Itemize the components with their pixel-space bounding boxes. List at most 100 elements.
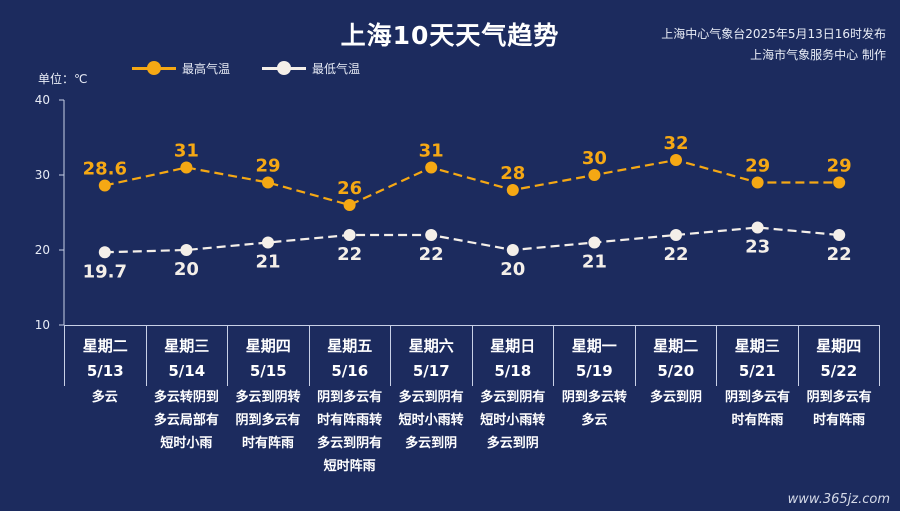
low-temp-data-label: 23 xyxy=(745,237,770,258)
weekday-label: 星期一 xyxy=(571,337,617,355)
high-temp-point xyxy=(588,169,601,181)
weather-description: 阴到多云转多云 xyxy=(561,390,627,428)
weekday-label: 星期三 xyxy=(734,337,780,355)
weekday-label: 星期四 xyxy=(816,337,862,355)
weather-description: 多云到阴有短时小雨转多云到阴 xyxy=(398,390,464,451)
day-column: 星期二 5/20 xyxy=(634,326,717,386)
low-temp-data-label: 22 xyxy=(337,244,362,265)
day-header-table: 星期二 5/13 星期三 5/14 星期四 5/15 星期五 5/16 星期六 5/17 星期日 5/… xyxy=(64,325,880,386)
y-tick-label: 10 xyxy=(35,318,50,330)
low-temp-point xyxy=(506,244,519,256)
low-temp-data-label: 19.7 xyxy=(83,261,127,282)
low-temp-line xyxy=(104,226,840,254)
low-temp-data-label: 20 xyxy=(500,259,525,280)
legend-low-swatch xyxy=(262,61,306,75)
publisher-line-2: 上海市气象服务中心 制作 xyxy=(750,48,886,62)
date-label: 5/22 xyxy=(820,362,858,380)
weekday-label: 星期五 xyxy=(327,337,373,355)
high-temp-point xyxy=(425,161,438,174)
date-label: 5/15 xyxy=(249,362,287,380)
date-label: 5/16 xyxy=(331,362,369,380)
weather-description: 多云转阴到多云局部有短时小雨 xyxy=(153,390,219,451)
weather-description: 多云到阴有短时小雨转多云到阴 xyxy=(480,390,546,451)
high-temp-data-label: 29 xyxy=(745,156,770,177)
high-temp-data-label: 31 xyxy=(419,141,444,162)
watermark: www.365jz.com xyxy=(787,492,890,507)
low-temp-point xyxy=(588,236,601,249)
low-temp-data-label: 21 xyxy=(582,252,607,273)
legend-low: 最低气温 xyxy=(262,59,360,77)
day-column: 星期六 5/17 xyxy=(390,326,472,386)
low-temp-data-label: 22 xyxy=(827,244,852,265)
high-temp-point xyxy=(506,184,519,196)
date-label: 5/21 xyxy=(738,362,776,380)
high-temp-line xyxy=(104,158,840,207)
high-temp-point xyxy=(833,176,846,189)
weekday-label: 星期日 xyxy=(490,337,536,355)
low-temp-point xyxy=(343,229,356,241)
date-label: 5/13 xyxy=(86,362,124,380)
chart-title: 上海10天天气趋势 xyxy=(340,21,560,50)
y-tick-label: 20 xyxy=(35,243,50,257)
day-column: 星期四 5/22 xyxy=(797,326,880,386)
weather-description: 多云 xyxy=(91,390,118,405)
high-temp-point xyxy=(262,176,274,189)
day-column: 星期四 5/15 xyxy=(227,326,309,386)
high-temp-data-label: 28.6 xyxy=(83,159,127,180)
legend-high: 最高气温 xyxy=(132,59,230,77)
low-temp-data-label: 20 xyxy=(174,259,199,280)
weather-description: 阴到多云有时有阵雨转多云到阴有短时阵雨 xyxy=(317,390,383,474)
date-label: 5/18 xyxy=(494,362,532,380)
weekday-label: 星期二 xyxy=(653,337,699,355)
high-temp-data-label: 26 xyxy=(337,178,362,199)
legend-high-label: 最高气温 xyxy=(182,61,231,76)
weekday-label: 星期六 xyxy=(408,337,454,355)
low-temp-point xyxy=(751,221,764,234)
high-temp-point xyxy=(343,199,356,211)
day-column: 星期二 5/13 xyxy=(64,326,146,386)
weekday-label: 星期二 xyxy=(82,337,128,355)
legend-high-swatch xyxy=(132,61,176,75)
date-label: 5/20 xyxy=(657,362,695,380)
unit-label: 单位：℃ xyxy=(38,72,88,86)
weather-description: 阴到多云有时有阵雨 xyxy=(725,390,791,428)
day-column: 星期三 5/21 xyxy=(716,326,798,386)
weather-description: 多云到阴 xyxy=(649,390,702,405)
temperature-chart: 10 20 30 40 28.6 31 29 26 31 28 30 32 29 29 19.7 20 21 22… xyxy=(35,93,852,330)
high-temp-data-label: 28 xyxy=(500,163,525,184)
low-temp-point xyxy=(262,236,274,249)
low-temp-data-label: 22 xyxy=(663,244,688,265)
low-temp-point xyxy=(180,244,193,256)
high-temp-data-label: 32 xyxy=(663,133,688,154)
low-temp-data-label: 21 xyxy=(255,252,280,273)
date-label: 5/19 xyxy=(575,362,613,380)
low-temp-point xyxy=(425,229,438,241)
low-temp-point xyxy=(670,229,682,241)
day-column: 星期三 5/14 xyxy=(145,326,228,386)
high-temp-data-label: 29 xyxy=(255,156,280,177)
publisher-line-1: 上海中心气象台2025年5月13日16时发布 xyxy=(661,27,886,41)
high-temp-point xyxy=(670,154,682,166)
day-column: 星期五 5/16 xyxy=(308,326,391,386)
high-temp-data-label: 29 xyxy=(827,156,852,177)
weather-description: 阴到多云有时有阵雨 xyxy=(806,390,872,428)
day-column: 星期一 5/19 xyxy=(553,326,635,386)
legend-low-label: 最低气温 xyxy=(312,61,361,76)
weather-description: 多云到阴转阴到多云有时有阵雨 xyxy=(235,390,301,451)
y-tick-label: 40 xyxy=(35,93,50,107)
low-temp-data-label: 22 xyxy=(419,244,444,265)
high-temp-data-label: 30 xyxy=(582,148,607,169)
y-tick-label: 30 xyxy=(35,168,50,182)
high-temp-point xyxy=(98,179,111,192)
high-temp-point xyxy=(180,161,193,174)
weather-description-row: 多云 多云转阴到多云局部有短时小雨 多云到阴转阴到多云有时有阵雨 阴到多云有时有阵雨转… xyxy=(64,386,880,478)
weekday-label: 星期三 xyxy=(164,337,210,355)
weekday-label: 星期四 xyxy=(245,337,291,355)
high-temp-data-label: 31 xyxy=(174,141,199,162)
low-temp-point xyxy=(98,246,111,259)
day-column: 星期日 5/18 xyxy=(471,326,554,386)
publisher-info: 上海中心气象台2025年5月13日16时发布 上海市气象服务中心 制作 xyxy=(661,24,886,66)
high-temp-point xyxy=(751,176,764,189)
date-label: 5/14 xyxy=(168,362,206,380)
low-temp-point xyxy=(833,229,846,241)
